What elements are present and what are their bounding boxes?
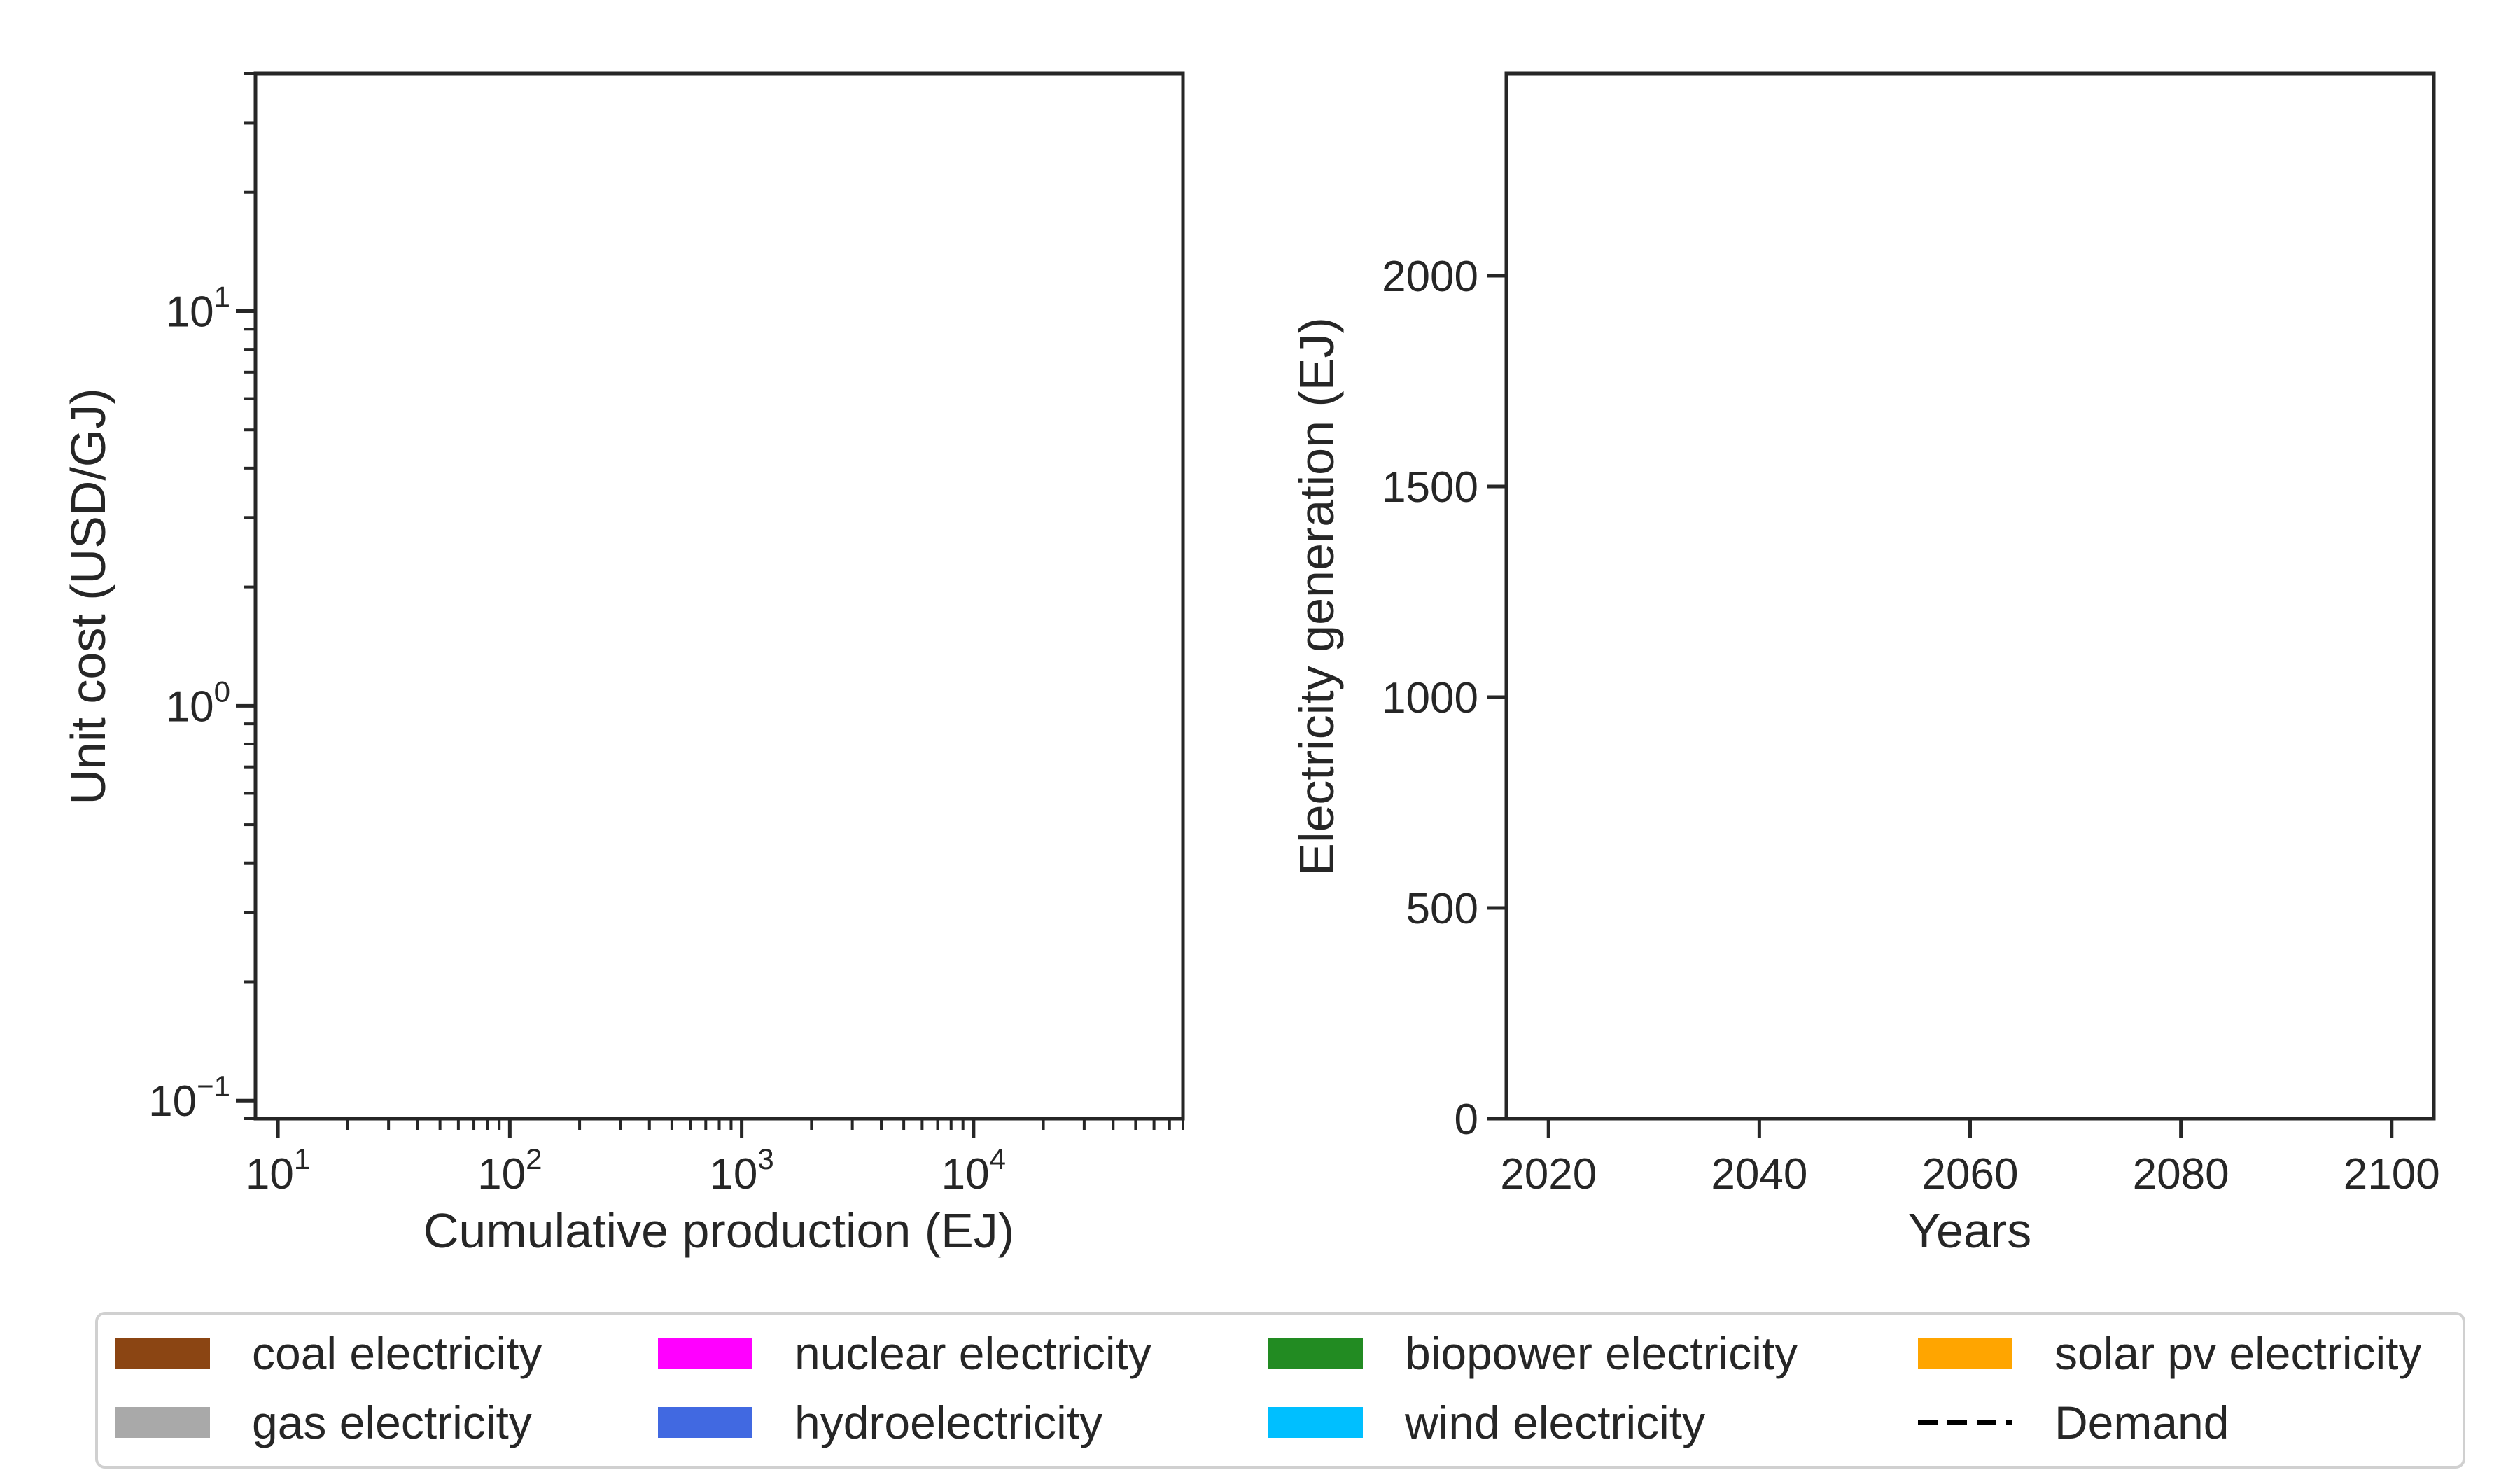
right-panel: 2020 2040 2060 2080 2100 0 500 1000 1500 2000 Yea…	[1289, 71, 2440, 1258]
right-y-axis-label: Electricity generation (EJ)	[1289, 317, 1344, 876]
left-x-tick-label: 102	[477, 1142, 542, 1198]
left-x-tick-exp: 2	[526, 1142, 542, 1175]
left-y-tick-base: 10	[166, 682, 214, 731]
right-y-tick-label: 1500	[1382, 463, 1478, 512]
legend-label: coal electricity	[252, 1327, 542, 1379]
left-x-axis-label: Cumulative production (EJ)	[424, 1203, 1014, 1258]
left-y-tick-exp: 0	[214, 675, 230, 708]
left-x-tick-base: 10	[941, 1150, 990, 1198]
left-y-tick-label: 10−1	[148, 1070, 230, 1126]
left-x-tick-exp: 3	[757, 1142, 774, 1175]
legend-label: solar pv electricity	[2054, 1327, 2422, 1379]
left-y-tick-exp: 1	[214, 280, 230, 313]
legend-label: gas electricity	[252, 1396, 532, 1448]
legend-swatch	[658, 1407, 752, 1438]
left-y-tick-label: 101	[166, 280, 230, 336]
legend-swatch	[115, 1338, 210, 1368]
left-x-tick-base: 10	[477, 1150, 526, 1198]
left-x-tick-label: 101	[246, 1142, 310, 1198]
right-y-tick-label: 1000	[1382, 674, 1478, 722]
right-y-tick-label: 2000	[1382, 253, 1478, 301]
legend-items: coal electricity gas electricity nuclear e…	[115, 1327, 2422, 1448]
left-y-tick-exp: −1	[197, 1070, 230, 1102]
left-x-tick-exp: 1	[294, 1142, 310, 1175]
left-y-axis-label: Unit cost (USD/GJ)	[61, 388, 115, 804]
left-y-tick-base: 10	[148, 1077, 197, 1126]
legend-label: biopower electricity	[1405, 1327, 1798, 1379]
legend-swatch	[658, 1338, 752, 1368]
left-plot-area	[253, 71, 1185, 1121]
legend-label: Demand	[2054, 1396, 2229, 1448]
right-x-axis-label: Years	[1908, 1203, 2031, 1258]
legend-label: hydroelectricity	[794, 1396, 1102, 1448]
legend-swatch	[1268, 1407, 1363, 1438]
legend-swatch	[1268, 1338, 1363, 1368]
legend: coal electricity gas electricity nuclear e…	[95, 1312, 2465, 1469]
legend-label: nuclear electricity	[794, 1327, 1152, 1379]
right-ticks: 2020 2040 2060 2080 2100 0 500 1000 1500 2000	[1382, 253, 2440, 1198]
right-y-tick-label: 500	[1406, 885, 1478, 933]
right-x-tick-label: 2060	[1922, 1150, 2019, 1198]
left-x-tick-label: 104	[941, 1142, 1006, 1198]
left-y-tick-label: 100	[166, 675, 230, 731]
left-x-tick-label: 103	[709, 1142, 774, 1198]
left-x-tick-exp: 4	[990, 1142, 1006, 1175]
left-x-tick-base: 10	[709, 1150, 757, 1198]
legend-label: wind electricity	[1404, 1396, 1705, 1448]
right-x-tick-label: 2040	[1711, 1150, 1807, 1198]
right-x-tick-label: 2020	[1500, 1150, 1597, 1198]
right-x-tick-label: 2100	[2344, 1150, 2440, 1198]
legend-swatch	[115, 1407, 210, 1438]
right-y-tick-label: 0	[1455, 1096, 1478, 1144]
right-plot-area	[1504, 71, 2436, 1121]
legend-swatch	[1918, 1338, 2012, 1368]
left-x-tick-base: 10	[246, 1150, 294, 1198]
left-y-tick-base: 10	[166, 288, 214, 336]
right-x-tick-label: 2080	[2133, 1150, 2230, 1198]
